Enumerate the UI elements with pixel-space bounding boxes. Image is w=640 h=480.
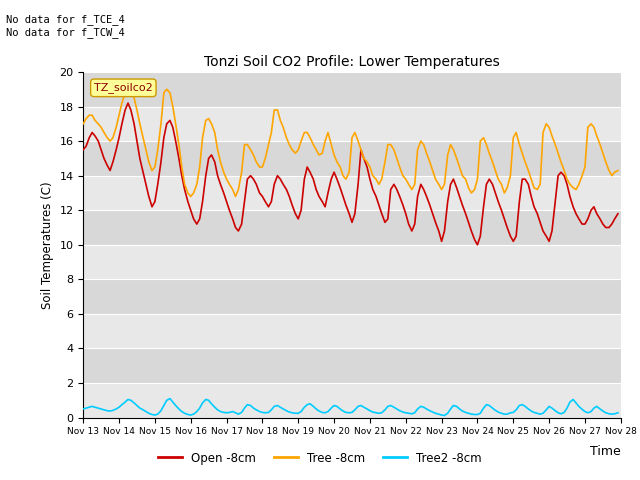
Bar bbox=[83, 245, 621, 279]
Bar bbox=[83, 176, 621, 210]
Bar bbox=[83, 279, 621, 314]
Y-axis label: Soil Temperatures (C): Soil Temperatures (C) bbox=[41, 181, 54, 309]
Text: No data for f_TCE_4
No data for f_TCW_4: No data for f_TCE_4 No data for f_TCW_4 bbox=[6, 14, 125, 38]
Bar bbox=[83, 72, 621, 107]
Bar bbox=[83, 314, 621, 348]
Bar bbox=[83, 383, 621, 418]
Bar bbox=[83, 210, 621, 245]
Text: Time: Time bbox=[590, 445, 621, 458]
Bar bbox=[83, 348, 621, 383]
Legend: Open -8cm, Tree -8cm, Tree2 -8cm: Open -8cm, Tree -8cm, Tree2 -8cm bbox=[154, 447, 486, 469]
Bar bbox=[83, 141, 621, 176]
Bar bbox=[83, 107, 621, 141]
Text: TZ_soilco2: TZ_soilco2 bbox=[94, 83, 153, 93]
Title: Tonzi Soil CO2 Profile: Lower Temperatures: Tonzi Soil CO2 Profile: Lower Temperatur… bbox=[204, 56, 500, 70]
